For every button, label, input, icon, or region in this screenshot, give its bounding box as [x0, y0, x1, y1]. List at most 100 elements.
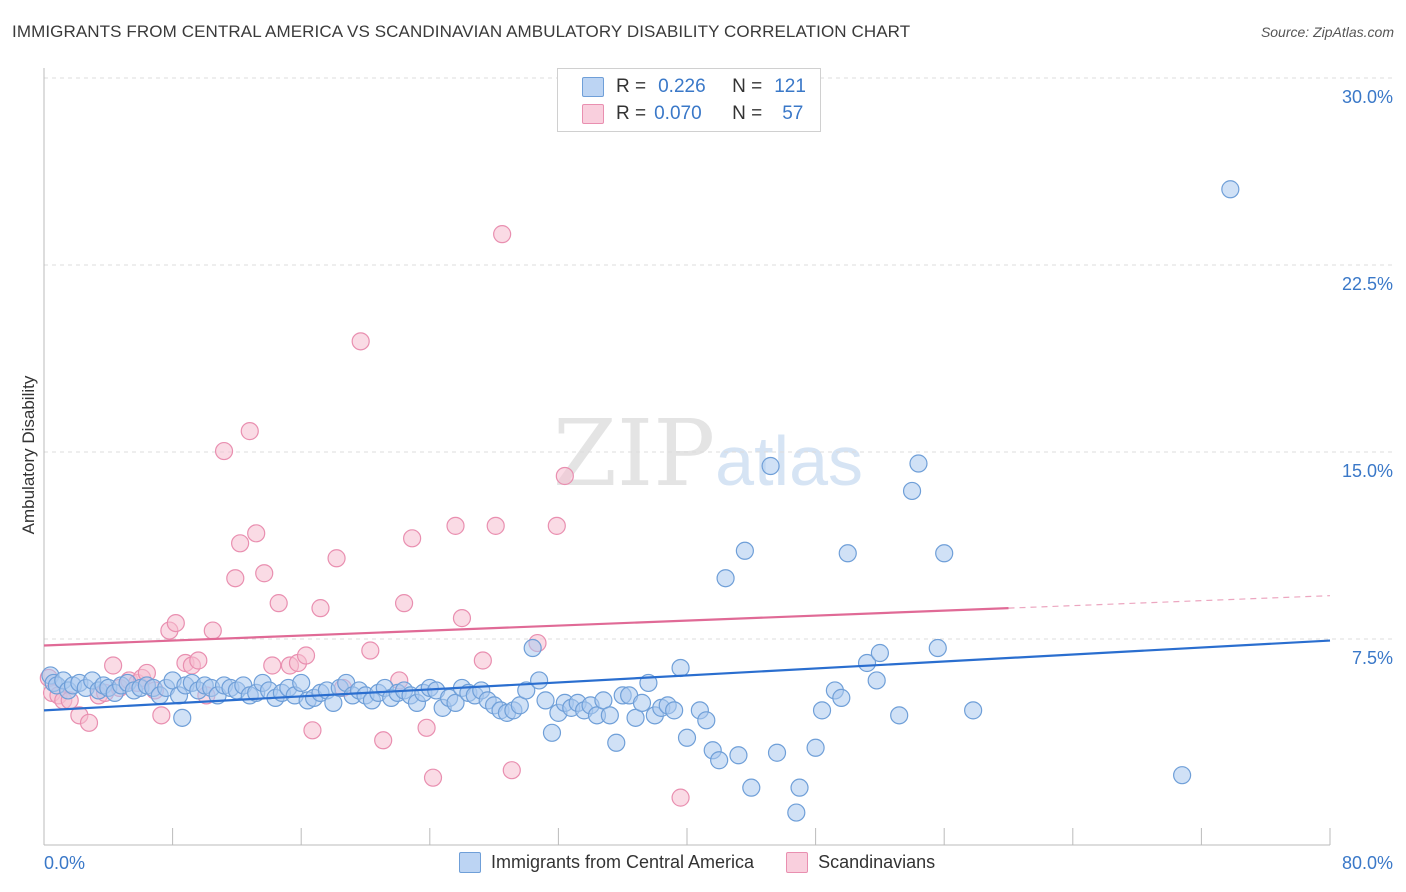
watermark-zip: ZIP: [553, 400, 716, 507]
x-tick-label: 0.0%: [44, 853, 85, 873]
point-scandinavians: [311, 599, 330, 618]
point-central-america: [517, 681, 536, 700]
legend-r-value: 0.070: [654, 103, 702, 124]
legend-label-central-america: Immigrants from Central America: [491, 852, 755, 872]
point-central-america: [626, 708, 645, 727]
point-central-america: [632, 693, 652, 712]
legend-r-label: R =: [616, 76, 647, 97]
series-legend: Immigrants from Central America Scandina…: [459, 852, 935, 873]
point-central-america: [729, 746, 748, 765]
point-central-america: [867, 671, 886, 690]
point-central-america: [928, 638, 947, 658]
legend-r-label: R =: [616, 103, 647, 124]
point-scandinavians: [255, 564, 274, 583]
point-central-america: [790, 778, 809, 797]
point-scandinavians: [446, 516, 465, 535]
point-central-america: [742, 778, 761, 797]
chart-title: IMMIGRANTS FROM CENTRAL AMERICA VS SCAND…: [12, 22, 911, 41]
y-axis-label: Ambulatory Disability: [19, 375, 38, 534]
point-central-america: [806, 738, 825, 757]
point-scandinavians: [493, 225, 512, 244]
point-scandinavians: [104, 656, 123, 675]
point-central-america: [890, 706, 909, 725]
point-central-america: [542, 723, 562, 742]
point-scandinavians: [231, 534, 250, 553]
point-scandinavians: [394, 594, 414, 613]
point-scandinavians: [423, 768, 443, 787]
point-central-america: [446, 693, 465, 712]
trendline-scandinavians: [43, 607, 1009, 647]
legend-r-value: 0.226: [658, 76, 706, 97]
point-central-america: [510, 696, 529, 715]
watermark-atlas: atlas: [715, 422, 864, 500]
point-scandinavians: [303, 721, 322, 740]
point-central-america: [530, 671, 549, 690]
legend-n-label: N =: [732, 103, 763, 124]
point-scandinavians: [327, 549, 346, 568]
watermark: ZIPatlas: [553, 400, 863, 507]
point-central-america: [716, 569, 735, 588]
point-scandinavians: [269, 594, 288, 613]
point-scandinavians: [296, 646, 316, 665]
legend-swatch-pink: [582, 104, 604, 124]
legend-row-blue: R = 0.226 N = 121: [582, 75, 806, 99]
point-scandinavians: [247, 524, 266, 543]
point-central-america: [710, 751, 729, 770]
point-scandinavians: [203, 621, 222, 640]
point-central-america: [735, 541, 754, 560]
point-central-america: [1173, 766, 1192, 785]
y-tick-label: 15.0%: [1342, 461, 1393, 481]
point-scandinavians: [502, 761, 521, 780]
point-scandinavians: [226, 569, 245, 588]
point-central-america: [292, 673, 311, 693]
point-scandinavians: [555, 466, 574, 486]
point-scandinavians: [214, 441, 234, 461]
point-scandinavians: [263, 656, 282, 675]
x-tick-label: 80.0%: [1342, 853, 1393, 873]
point-central-america: [173, 708, 192, 727]
point-scandinavians: [403, 529, 422, 548]
point-scandinavians: [547, 516, 566, 535]
y-tick-label: 30.0%: [1342, 87, 1393, 107]
point-scandinavians: [166, 613, 185, 633]
legend-swatch-scandinavians: [786, 852, 809, 873]
legend-label-scandinavians: Scandinavians: [818, 852, 936, 872]
point-scandinavians: [473, 651, 492, 670]
point-central-america: [665, 701, 684, 720]
point-central-america: [832, 688, 851, 707]
legend-row-pink: R = 0.070 N = 57: [582, 102, 803, 126]
point-central-america: [857, 653, 877, 673]
point-scandinavians: [189, 651, 208, 670]
point-central-america: [594, 691, 613, 710]
legend-n-value: 57: [782, 103, 804, 124]
point-central-america: [697, 711, 716, 730]
point-central-america: [523, 638, 542, 658]
trendline-central-america: [43, 639, 1331, 712]
y-tick-label: 22.5%: [1342, 274, 1393, 294]
point-scandinavians: [361, 641, 380, 660]
point-central-america: [761, 456, 780, 476]
point-central-america: [964, 701, 983, 720]
point-central-america: [909, 454, 928, 473]
point-scandinavians: [374, 731, 393, 750]
point-central-america: [536, 691, 555, 710]
point-scandinavians: [671, 788, 690, 807]
point-central-america: [870, 643, 890, 663]
legend-swatch-central-america: [459, 852, 481, 873]
legend-swatch-blue: [582, 77, 604, 97]
y-tick-label: 7.5%: [1352, 648, 1393, 668]
correlation-legend: R = 0.226 N = 121 R = 0.070 N = 57: [557, 68, 821, 132]
point-scandinavians: [351, 332, 370, 351]
point-scandinavians: [152, 706, 171, 725]
point-central-america: [677, 728, 697, 747]
legend-n-label: N =: [732, 76, 763, 97]
point-central-america: [600, 706, 619, 725]
point-scandinavians: [452, 609, 472, 628]
trendline-scandinavians-extension: [1008, 595, 1331, 609]
point-central-america: [935, 544, 954, 563]
point-central-america: [787, 803, 806, 822]
point-central-america: [902, 481, 922, 501]
point-central-america: [767, 743, 787, 762]
point-central-america: [607, 733, 626, 752]
